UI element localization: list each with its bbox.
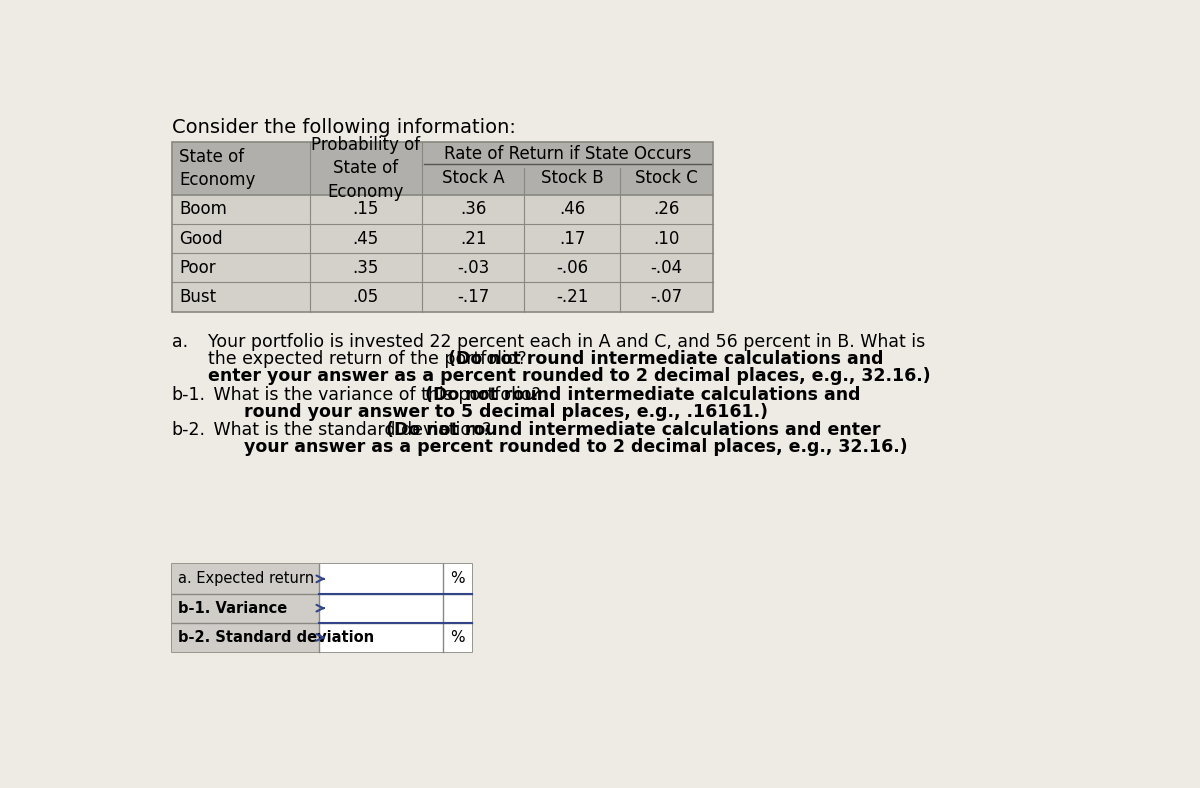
- Text: .45: .45: [353, 229, 379, 247]
- Text: .05: .05: [353, 288, 379, 306]
- Text: %: %: [450, 630, 464, 645]
- Bar: [172, 623, 319, 652]
- Text: Your portfolio is invested 22 percent each in A and C, and 56 percent in B. What: Your portfolio is invested 22 percent ea…: [208, 333, 925, 351]
- Text: Stock A: Stock A: [442, 169, 504, 187]
- Bar: [172, 593, 319, 623]
- Text: Stock C: Stock C: [635, 169, 697, 187]
- Text: (Do not round intermediate calculations and enter: (Do not round intermediate calculations …: [386, 421, 881, 439]
- Text: b-2. Standard deviation: b-2. Standard deviation: [178, 630, 374, 645]
- Text: .35: .35: [353, 258, 379, 277]
- Bar: [319, 593, 443, 623]
- Text: .26: .26: [653, 200, 679, 218]
- Text: %: %: [450, 571, 464, 586]
- Bar: [172, 564, 319, 593]
- Text: Rate of Return if State Occurs: Rate of Return if State Occurs: [444, 145, 691, 163]
- Text: round your answer to 5 decimal places, e.g., .16161.): round your answer to 5 decimal places, e…: [208, 403, 768, 421]
- Text: a. Expected return: a. Expected return: [178, 571, 314, 586]
- Text: Stock B: Stock B: [541, 169, 604, 187]
- Bar: [319, 564, 443, 593]
- Bar: [172, 143, 713, 312]
- Bar: [443, 623, 473, 652]
- Text: b-2.: b-2.: [172, 421, 205, 439]
- Text: .21: .21: [460, 229, 486, 247]
- Text: b-1.: b-1.: [172, 385, 205, 403]
- Text: Probability of
State of
Economy: Probability of State of Economy: [311, 136, 420, 201]
- Text: State of
Economy: State of Economy: [180, 147, 256, 189]
- Text: .17: .17: [559, 229, 586, 247]
- Bar: [443, 564, 473, 593]
- Text: .10: .10: [653, 229, 679, 247]
- Bar: [172, 282, 713, 312]
- Text: your answer as a percent rounded to 2 decimal places, e.g., 32.16.): your answer as a percent rounded to 2 de…: [208, 438, 907, 456]
- Text: Boom: Boom: [180, 200, 227, 218]
- Text: -.21: -.21: [556, 288, 588, 306]
- Text: Consider the following information:: Consider the following information:: [172, 117, 516, 136]
- Text: What is the variance of this portfolio?: What is the variance of this portfolio?: [208, 385, 546, 403]
- Bar: [172, 253, 713, 282]
- Text: Good: Good: [180, 229, 223, 247]
- Text: .36: .36: [460, 200, 486, 218]
- Bar: [172, 143, 713, 195]
- Bar: [172, 224, 713, 253]
- Text: .46: .46: [559, 200, 586, 218]
- Text: -.06: -.06: [556, 258, 588, 277]
- Text: -.07: -.07: [650, 288, 683, 306]
- Text: Bust: Bust: [180, 288, 216, 306]
- Text: .15: .15: [353, 200, 379, 218]
- Text: -.03: -.03: [457, 258, 490, 277]
- Bar: [319, 623, 443, 652]
- Text: enter your answer as a percent rounded to 2 decimal places, e.g., 32.16.): enter your answer as a percent rounded t…: [208, 367, 931, 385]
- Bar: [172, 564, 473, 652]
- Text: (Do not round intermediate calculations and: (Do not round intermediate calculations …: [425, 385, 860, 403]
- Text: (Do not round intermediate calculations and: (Do not round intermediate calculations …: [449, 350, 884, 368]
- Text: b-1. Variance: b-1. Variance: [178, 600, 287, 615]
- Text: a.: a.: [172, 333, 188, 351]
- Text: -.04: -.04: [650, 258, 683, 277]
- Bar: [172, 195, 713, 224]
- Bar: [443, 593, 473, 623]
- Text: the expected return of the portfolio?: the expected return of the portfolio?: [208, 350, 533, 368]
- Text: -.17: -.17: [457, 288, 490, 306]
- Text: What is the standard deviation?: What is the standard deviation?: [208, 421, 497, 439]
- Text: Poor: Poor: [180, 258, 216, 277]
